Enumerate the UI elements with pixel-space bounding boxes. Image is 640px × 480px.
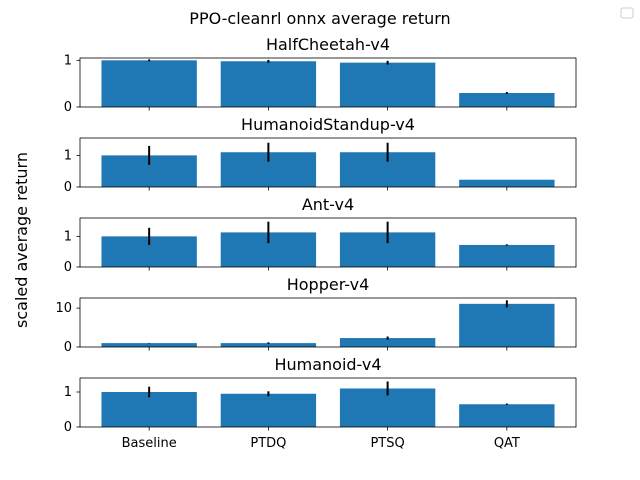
- subplot-5: Humanoid-v4 0 1: [64, 355, 577, 435]
- x-tick-label: PTSQ: [370, 436, 404, 451]
- y-tick-label: 0: [64, 340, 72, 355]
- bar: [101, 343, 197, 347]
- axes-frame: [79, 377, 577, 428]
- bar: [339, 338, 436, 347]
- y-tick-label: 10: [55, 301, 72, 316]
- y-tick-label: 1: [64, 148, 72, 163]
- bar: [220, 393, 317, 427]
- axes-frame: [79, 217, 577, 268]
- y-tick-label: 0: [64, 420, 72, 435]
- bar: [459, 404, 555, 427]
- subplot-title: HalfCheetah-v4: [266, 35, 390, 54]
- subplot-3: Ant-v4 0 1: [64, 195, 577, 275]
- axes-frame: [79, 297, 577, 348]
- subplot-4: Hopper-v4 0 10: [55, 275, 577, 355]
- x-tick-label: Baseline: [122, 436, 177, 451]
- empty-legend-box: [620, 7, 634, 19]
- bar: [101, 392, 197, 427]
- subplot-1: HalfCheetah-v4 0 1: [64, 35, 577, 115]
- y-tick-label: 1: [64, 385, 72, 400]
- bar: [459, 179, 555, 187]
- axes-frame: [79, 137, 577, 188]
- subplot-title: Hopper-v4: [287, 275, 370, 294]
- y-tick-label: 0: [64, 180, 72, 195]
- subplot-title: HumanoidStandup-v4: [241, 115, 415, 134]
- bar: [339, 62, 436, 107]
- subplot-2: HumanoidStandup-v4 0 1: [64, 115, 577, 195]
- y-tick-label: 0: [64, 100, 72, 115]
- x-tick-label: QAT: [494, 436, 520, 451]
- x-tick-label: PTDQ: [250, 436, 286, 451]
- subplot-title: Ant-v4: [302, 195, 354, 214]
- y-axis-label: scaled average return: [12, 152, 31, 328]
- y-tick-label: 1: [64, 53, 72, 68]
- subplot-title: Humanoid-v4: [274, 355, 381, 374]
- y-tick-label: 0: [64, 260, 72, 275]
- bar: [459, 93, 555, 107]
- bar: [459, 244, 555, 267]
- figure-title: PPO-cleanrl onnx average return: [189, 9, 450, 28]
- bar: [101, 60, 197, 107]
- bar: [220, 343, 317, 347]
- axes-frame: [79, 57, 577, 108]
- bar: [220, 61, 317, 107]
- subplots-group: HalfCheetah-v401HumanoidStandup-v401Ant-…: [55, 35, 577, 451]
- y-tick-label: 1: [64, 229, 72, 244]
- bar: [459, 303, 555, 347]
